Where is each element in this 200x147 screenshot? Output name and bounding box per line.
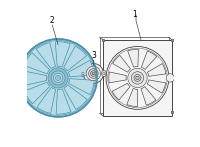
Circle shape xyxy=(19,39,97,117)
Circle shape xyxy=(131,72,144,84)
Circle shape xyxy=(48,68,68,88)
Wedge shape xyxy=(37,87,56,113)
Wedge shape xyxy=(68,79,94,95)
Wedge shape xyxy=(112,83,130,100)
Wedge shape xyxy=(141,87,156,105)
Text: 1: 1 xyxy=(132,10,137,19)
Circle shape xyxy=(53,73,63,83)
Wedge shape xyxy=(109,72,126,83)
Wedge shape xyxy=(24,82,50,104)
Circle shape xyxy=(92,72,95,75)
Wedge shape xyxy=(147,64,166,76)
Circle shape xyxy=(82,72,84,75)
Wedge shape xyxy=(141,51,157,69)
Ellipse shape xyxy=(81,70,85,77)
Wedge shape xyxy=(24,53,50,74)
Circle shape xyxy=(51,71,65,85)
Wedge shape xyxy=(36,43,55,69)
Circle shape xyxy=(128,68,147,88)
Circle shape xyxy=(136,76,139,80)
Circle shape xyxy=(83,64,103,83)
Wedge shape xyxy=(68,60,94,77)
Circle shape xyxy=(57,77,59,79)
Wedge shape xyxy=(56,89,71,114)
Wedge shape xyxy=(22,71,47,86)
Circle shape xyxy=(91,71,96,76)
Wedge shape xyxy=(127,88,137,107)
Circle shape xyxy=(56,75,61,80)
Text: 2: 2 xyxy=(50,16,55,25)
Bar xyxy=(171,111,173,113)
Wedge shape xyxy=(128,49,138,67)
Bar xyxy=(103,40,172,116)
Bar xyxy=(171,39,173,41)
Wedge shape xyxy=(113,55,130,72)
Circle shape xyxy=(166,74,174,82)
Wedge shape xyxy=(147,80,166,93)
Circle shape xyxy=(89,69,98,78)
Wedge shape xyxy=(55,42,70,67)
Wedge shape xyxy=(64,46,87,71)
Circle shape xyxy=(102,39,104,41)
Text: 3: 3 xyxy=(91,51,96,60)
Wedge shape xyxy=(64,85,87,109)
Circle shape xyxy=(171,39,173,41)
Ellipse shape xyxy=(102,70,106,77)
Circle shape xyxy=(103,72,105,75)
Circle shape xyxy=(134,75,141,81)
Circle shape xyxy=(86,66,101,81)
Circle shape xyxy=(171,111,173,113)
Bar xyxy=(102,39,104,41)
